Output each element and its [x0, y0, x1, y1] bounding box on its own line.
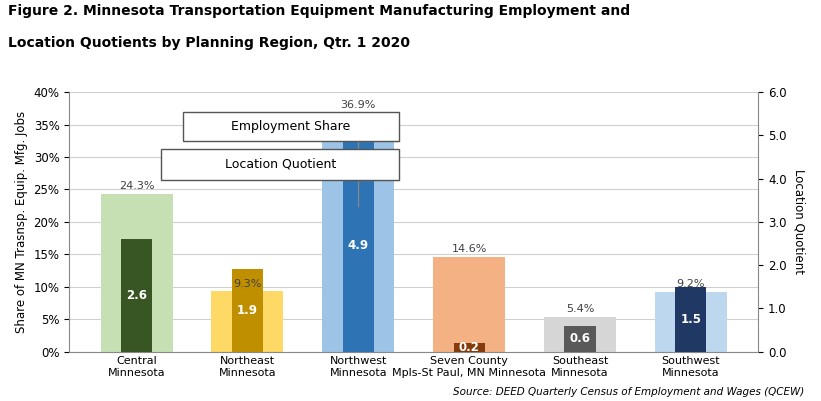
FancyBboxPatch shape [183, 111, 399, 141]
Text: 2.6: 2.6 [126, 289, 147, 302]
Bar [433, 257, 505, 352]
Text: Location Quotient: Location Quotient [225, 158, 336, 171]
Bar [676, 287, 706, 352]
Text: 1.9: 1.9 [237, 304, 258, 317]
Bar [232, 269, 263, 352]
Bar [565, 326, 595, 352]
Bar [343, 140, 374, 352]
Text: 4.9: 4.9 [348, 239, 369, 252]
Text: 14.6%: 14.6% [452, 244, 487, 254]
Text: 0.2: 0.2 [459, 341, 479, 354]
Text: 5.4%: 5.4% [566, 304, 594, 314]
Y-axis label: Share of MN Trasnsp. Equip. Mfg. Jobs: Share of MN Trasnsp. Equip. Mfg. Jobs [15, 111, 28, 333]
Text: Location Quotients by Planning Region, Qtr. 1 2020: Location Quotients by Planning Region, Q… [8, 36, 410, 50]
Text: Figure 2. Minnesota Transportation Equipment Manufacturing Employment and: Figure 2. Minnesota Transportation Equip… [8, 4, 631, 18]
Text: 24.3%: 24.3% [119, 181, 154, 191]
Bar [212, 291, 283, 352]
Text: 0.6: 0.6 [570, 332, 590, 345]
Text: 1.5: 1.5 [681, 313, 701, 326]
Text: 36.9%: 36.9% [341, 100, 376, 110]
Y-axis label: Location Quotient: Location Quotient [793, 169, 806, 274]
Bar [454, 343, 484, 352]
Text: Employment Share: Employment Share [231, 120, 351, 133]
Text: Source: DEED Quarterly Census of Employment and Wages (QCEW): Source: DEED Quarterly Census of Employm… [453, 387, 805, 397]
Bar [323, 112, 394, 352]
Text: 9.3%: 9.3% [233, 279, 262, 289]
Bar [122, 239, 152, 352]
Bar [655, 292, 727, 352]
FancyBboxPatch shape [161, 149, 399, 180]
Text: 9.2%: 9.2% [677, 279, 705, 289]
Bar [101, 194, 172, 352]
Bar [544, 316, 616, 352]
